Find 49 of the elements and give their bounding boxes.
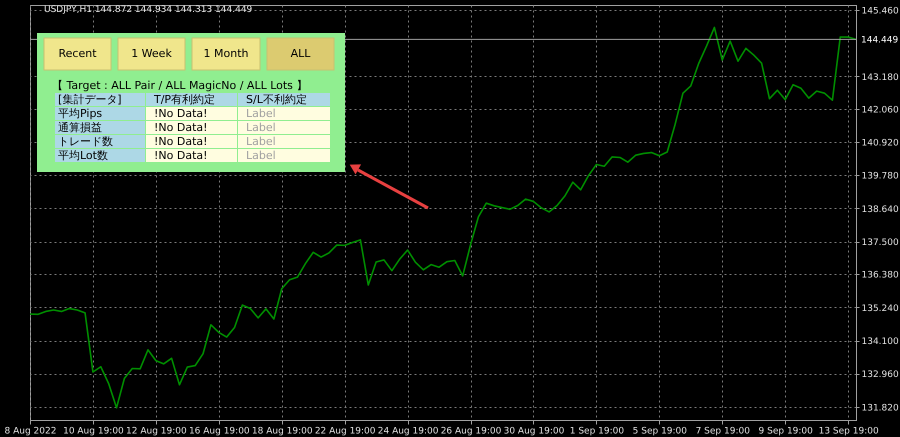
annotation: !No Data! (154, 149, 208, 162)
y-tick-label: 137.500 (862, 238, 899, 248)
annotation: Label (246, 107, 276, 120)
y-tick-label: 142.060 (862, 105, 899, 116)
y-tick-label: 136.380 (862, 270, 899, 281)
y-tick-label: 131.820 (862, 403, 899, 414)
annotation: S/L不利約定 (246, 93, 307, 106)
line-series (29, 26, 857, 409)
y-tick-label: 132.960 (862, 370, 899, 380)
y-tick-label: 143.180 (862, 72, 899, 83)
x-tick-label: 1 Sep 19:00 (570, 426, 624, 436)
annotation: 平均Lot数 (58, 149, 108, 162)
chart-title: USDJPY,H1 144.872 144.934 144.313 144.449 (44, 5, 253, 15)
annotation: 1 Month (204, 47, 249, 60)
annotation: T/P有利約定 (153, 93, 216, 106)
ref-line-label: 144.449 (861, 35, 898, 46)
y-tick-label: 135.240 (862, 304, 899, 314)
x-tick-label: 24 Aug 19:00 (378, 426, 439, 436)
x-tick-label: 10 Aug 19:00 (63, 426, 124, 436)
annotation: Label (246, 121, 276, 134)
x-tick-label: 13 Sep 19:00 (818, 426, 879, 436)
annotation: Recent (58, 47, 98, 60)
x-tick-label: 30 Aug 19:00 (504, 426, 565, 436)
y-tick-label: 139.780 (862, 172, 899, 182)
annotation: 【 Target : ALL Pair / ALL MagicNo / ALL Lots 】 (52, 79, 308, 92)
x-tick-label: 5 Sep 19:00 (632, 426, 688, 436)
y-tick-label: 140.920 (862, 138, 899, 149)
annotation: !No Data! (154, 121, 208, 134)
annotation: 平均Pips (58, 107, 102, 120)
y-tick-label: 134.100 (862, 337, 899, 348)
annotation: [集計データ] (58, 93, 122, 106)
x-tick-label: 12 Aug 19:00 (126, 426, 187, 436)
annotation: ALL (290, 47, 312, 60)
x-tick-label: 16 Aug 19:00 (188, 426, 250, 436)
y-tick-label: 145.460 (862, 6, 899, 16)
annotation: 通算損益 (58, 121, 102, 134)
x-tick-label: 26 Aug 19:00 (440, 426, 502, 436)
y-tick-label: 138.640 (862, 204, 899, 215)
x-tick-label: 18 Aug 19:00 (252, 426, 313, 436)
annotation: 1 Week (131, 47, 172, 60)
x-tick-label: 8 Aug 2022 (4, 426, 56, 436)
x-tick-label: 9 Sep 19:00 (758, 426, 814, 436)
annotation: Label (246, 135, 276, 148)
x-tick-label: 22 Aug 19:00 (314, 426, 376, 436)
annotation: !No Data! (154, 135, 208, 148)
annotation: トレード数 (58, 135, 113, 148)
x-tick-label: 7 Sep 19:00 (696, 426, 750, 436)
annotation: !No Data! (154, 107, 208, 120)
annotation: Label (246, 149, 276, 162)
